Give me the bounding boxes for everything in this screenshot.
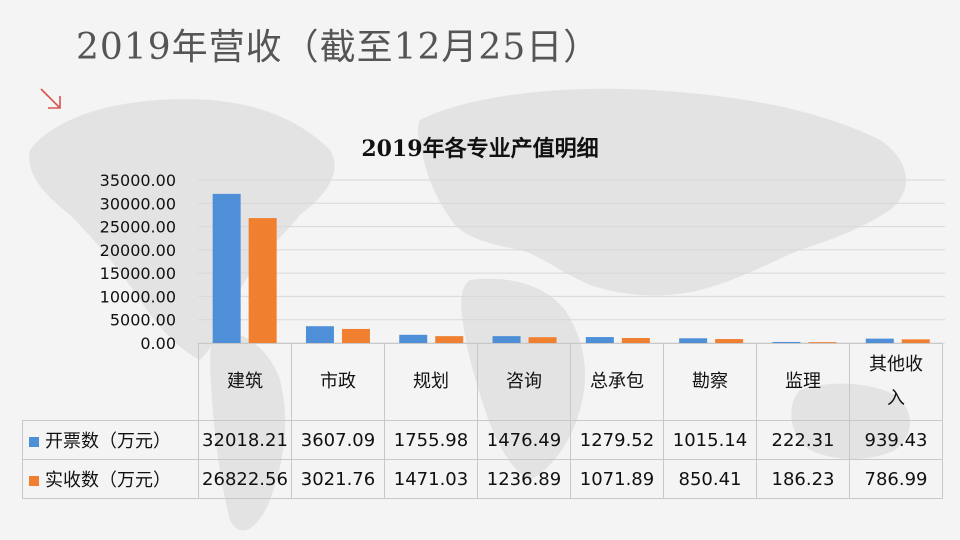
bar-received — [901, 339, 930, 343]
bar-received — [528, 337, 557, 343]
bar-invoiced — [492, 336, 521, 343]
y-tick-label: 35000.00 — [100, 171, 176, 190]
table-row: 实收数（万元） 26822.56 3021.76 1471.03 1236.89… — [22, 459, 943, 499]
category-label: 其他收入 — [849, 343, 943, 421]
y-tick-label: 25000.00 — [100, 218, 176, 237]
category-label: 勘察 — [663, 343, 757, 421]
bar-received — [715, 339, 744, 343]
bar-received — [341, 328, 370, 343]
bar-invoiced — [679, 338, 708, 343]
bar-invoiced — [212, 193, 241, 343]
category-row: 建筑 市政 规划 咨询 总承包 勘察 监理 其他收入 — [22, 343, 943, 421]
category-label: 咨询 — [477, 343, 571, 421]
table-cell: 939.43 — [849, 420, 943, 460]
legend-label: 开票数（万元） — [45, 431, 171, 452]
category-label: 市政 — [291, 343, 385, 421]
table-cell: 3021.76 — [291, 459, 385, 499]
table-corner — [22, 343, 199, 421]
table-cell: 222.31 — [756, 420, 850, 460]
data-table: 建筑 市政 规划 咨询 总承包 勘察 监理 其他收入 开票数（万元） 32018… — [22, 343, 943, 499]
table-cell: 1236.89 — [477, 459, 571, 499]
legend-series-invoiced: 开票数（万元） — [22, 420, 199, 460]
table-cell: 850.41 — [663, 459, 757, 499]
legend-swatch — [29, 476, 39, 486]
bar-invoiced — [585, 337, 614, 343]
table-cell: 1279.52 — [570, 420, 664, 460]
table-cell: 1015.14 — [663, 420, 757, 460]
legend-series-received: 实收数（万元） — [22, 459, 199, 499]
category-label: 建筑 — [198, 343, 292, 421]
bar-invoiced — [865, 338, 894, 343]
table-cell: 1071.89 — [570, 459, 664, 499]
bar-received — [248, 218, 277, 343]
bar-invoiced — [305, 326, 334, 343]
bar-received — [435, 336, 464, 343]
bar-invoiced — [772, 341, 801, 343]
table-cell: 1755.98 — [384, 420, 478, 460]
y-tick-label: 5000.00 — [110, 311, 176, 330]
y-tick-label: 10000.00 — [100, 287, 176, 306]
corner-arrow-icon — [40, 88, 61, 109]
table-cell: 1471.03 — [384, 459, 478, 499]
bar-invoiced — [399, 334, 428, 343]
category-label: 总承包 — [570, 343, 664, 421]
table-cell: 3607.09 — [291, 420, 385, 460]
y-tick-label: 15000.00 — [100, 264, 176, 283]
legend-swatch — [29, 437, 39, 447]
y-tick-label: 30000.00 — [100, 194, 176, 213]
table-row: 开票数（万元） 32018.21 3607.09 1755.98 1476.49… — [22, 420, 943, 460]
table-cell: 32018.21 — [198, 420, 292, 460]
table-cell: 186.23 — [756, 459, 850, 499]
table-cell: 1476.49 — [477, 420, 571, 460]
category-label: 规划 — [384, 343, 478, 421]
slide-title: 2019年营收（截至12月25日） — [76, 27, 601, 68]
bar-received — [621, 338, 650, 343]
chart-title: 2019年各专业产值明细 — [361, 136, 599, 162]
bar-received — [808, 342, 837, 344]
category-label: 监理 — [756, 343, 850, 421]
table-cell: 26822.56 — [198, 459, 292, 499]
legend-label: 实收数（万元） — [45, 470, 171, 491]
table-cell: 786.99 — [849, 459, 943, 499]
y-tick-label: 20000.00 — [100, 241, 176, 260]
